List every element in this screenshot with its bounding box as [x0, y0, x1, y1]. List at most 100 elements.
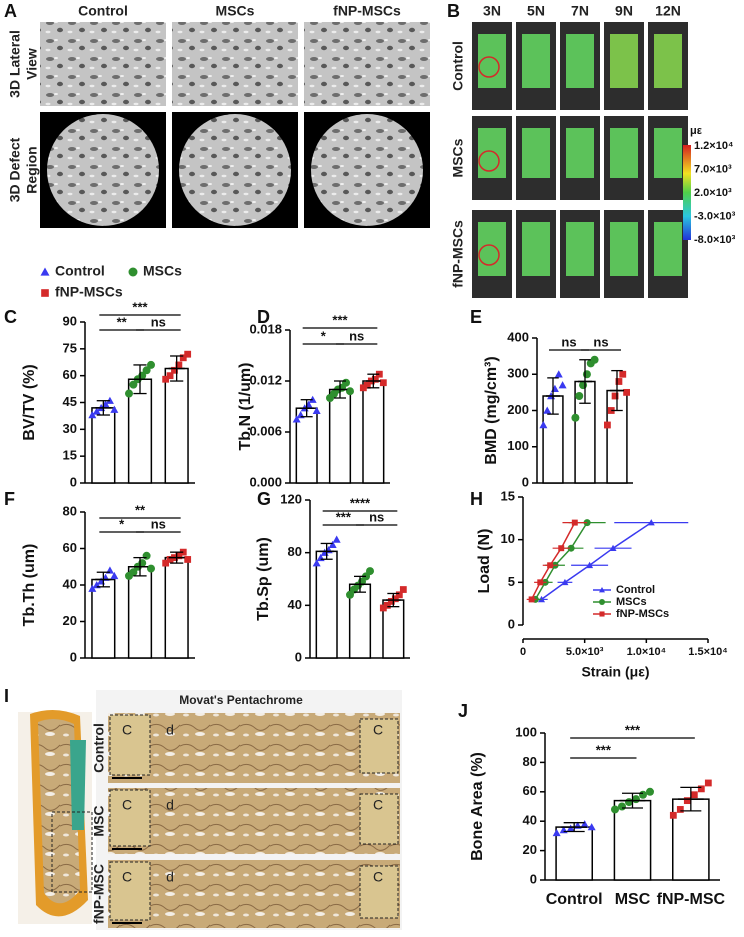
marker-triangle: [292, 415, 301, 423]
strain-map: [566, 222, 594, 276]
panel-label: F: [4, 489, 15, 509]
legend-marker: [41, 289, 49, 297]
column-header: MSCs: [216, 3, 255, 19]
region-label: d: [166, 722, 174, 738]
x-tick-label: fNP-MSC: [657, 891, 726, 908]
marker-triangle: [88, 584, 97, 592]
y-tick-label: 10: [501, 531, 515, 546]
y-tick-label: 60: [523, 783, 537, 798]
marker-square: [166, 372, 174, 380]
marker-triangle: [328, 540, 337, 548]
column-header: 5N: [527, 3, 545, 19]
marker-circle: [646, 787, 654, 796]
legend-marker: [599, 587, 605, 593]
y-axis-title: Bone Area (%): [469, 752, 486, 861]
y-tick-label: 60: [63, 540, 77, 555]
legend-label: fNP-MSCs: [55, 284, 123, 300]
bar: [164, 556, 189, 659]
marker-circle: [639, 790, 647, 799]
y-tick-label: 0: [508, 616, 515, 631]
bar: [672, 798, 710, 881]
colorbar: [683, 145, 691, 240]
marker-triangle: [312, 406, 321, 414]
y-tick-label: 15: [501, 488, 515, 503]
marker-square: [395, 591, 403, 599]
strain-map: [478, 34, 506, 88]
bar: [164, 367, 189, 484]
marker-triangle: [539, 421, 548, 429]
significance-label: ***: [596, 742, 612, 757]
panel-label: I: [4, 686, 9, 706]
strain-map: [566, 128, 594, 178]
marker-square: [676, 806, 684, 813]
marker-circle: [129, 568, 138, 577]
marker-triangle: [609, 544, 617, 551]
significance-label: ns: [151, 516, 166, 531]
y-tick-label: 60: [63, 367, 77, 382]
marker-triangle: [554, 370, 563, 378]
marker-circle: [590, 355, 599, 364]
marker-square: [571, 519, 578, 526]
bar: [295, 407, 318, 484]
panel-label: G: [257, 489, 271, 509]
strain-map: [522, 34, 550, 88]
marker-circle: [575, 392, 584, 400]
colorbar-label: 7.0×10³: [694, 163, 732, 175]
marker-circle: [632, 795, 640, 804]
panel-label: B: [447, 1, 460, 21]
significance-label: ns: [349, 328, 364, 343]
bar: [362, 380, 385, 484]
legend-marker: [599, 611, 605, 617]
marker-triangle: [587, 823, 596, 831]
significance-label: ***: [132, 299, 148, 314]
bar: [127, 566, 153, 659]
marker-square: [391, 595, 399, 603]
legend-marker: [128, 267, 138, 277]
marker-circle: [579, 381, 588, 390]
panel-title: Movat's Pentachrome: [179, 693, 303, 707]
cortex-region: [359, 865, 399, 919]
column-header: 12N: [655, 3, 681, 19]
y-tick-label: 0: [70, 649, 77, 664]
marker-square: [683, 797, 691, 805]
bar: [613, 799, 652, 881]
microct-image: [304, 22, 430, 106]
x-tick-label: 1.5×10⁴: [688, 646, 727, 658]
y-tick-label: 120: [280, 491, 302, 506]
marker-square: [379, 604, 387, 612]
y-tick-label: 20: [63, 613, 77, 628]
y-tick-label: 0.012: [249, 372, 282, 387]
bar: [91, 407, 116, 484]
y-axis-title: Load (N): [476, 529, 493, 594]
y-tick-label: 0: [295, 649, 302, 664]
marker-triangle: [550, 384, 559, 392]
y-tick-label: 80: [288, 544, 302, 559]
row-label: fNP-MSCs: [450, 220, 466, 288]
series-line: [530, 522, 576, 600]
y-axis-title: Tb.Sp (um): [255, 537, 272, 621]
marker-circle: [129, 380, 138, 389]
row-label: Region: [24, 146, 40, 193]
marker-square: [171, 366, 178, 374]
legend-label: Control: [616, 584, 655, 596]
region-label: d: [166, 869, 174, 885]
legend-marker: [40, 267, 50, 276]
y-axis-title: Tb.Th (um): [21, 544, 38, 627]
marker-square: [528, 596, 535, 603]
marker-square: [175, 552, 183, 560]
marker-triangle: [558, 381, 567, 389]
marker-circle: [582, 370, 591, 379]
strain-map: [566, 34, 594, 88]
marker-square: [387, 597, 395, 605]
y-tick-label: 400: [507, 329, 529, 344]
strain-map: [522, 128, 550, 178]
legend-label: MSCs: [616, 596, 647, 608]
cortex-region: [359, 718, 399, 774]
marker-square: [359, 384, 367, 392]
marker-square: [669, 811, 677, 819]
colorbar-unit: με: [690, 125, 703, 137]
bar: [555, 826, 593, 881]
marker-circle: [366, 567, 374, 576]
histology-image: [108, 860, 400, 928]
